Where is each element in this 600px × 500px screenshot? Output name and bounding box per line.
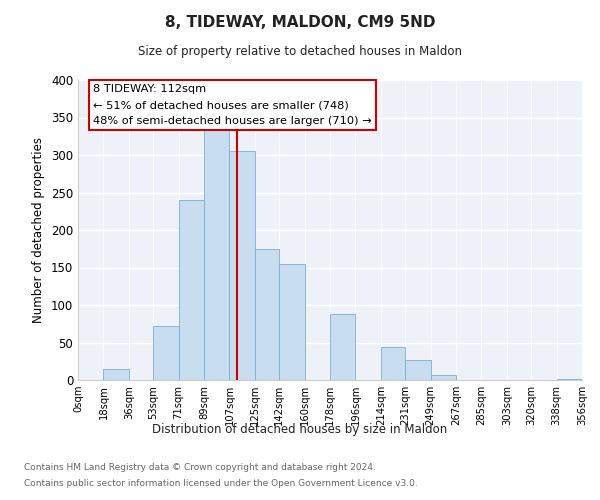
Y-axis label: Number of detached properties: Number of detached properties xyxy=(32,137,46,323)
Text: 8 TIDEWAY: 112sqm
← 51% of detached houses are smaller (748)
48% of semi-detache: 8 TIDEWAY: 112sqm ← 51% of detached hous… xyxy=(93,84,372,126)
Bar xyxy=(557,378,582,380)
Bar xyxy=(153,326,179,380)
Bar xyxy=(381,347,405,380)
Text: Contains HM Land Registry data © Crown copyright and database right 2024.: Contains HM Land Registry data © Crown c… xyxy=(24,464,376,472)
Bar xyxy=(279,264,305,380)
Bar xyxy=(179,200,204,380)
Bar xyxy=(255,248,279,380)
Bar xyxy=(204,128,229,380)
Text: Size of property relative to detached houses in Maldon: Size of property relative to detached ho… xyxy=(138,45,462,58)
Bar xyxy=(229,151,255,380)
Text: 8, TIDEWAY, MALDON, CM9 5ND: 8, TIDEWAY, MALDON, CM9 5ND xyxy=(165,15,435,30)
Text: Contains public sector information licensed under the Open Government Licence v3: Contains public sector information licen… xyxy=(24,478,418,488)
Bar xyxy=(330,314,355,380)
Bar xyxy=(103,369,129,380)
Bar xyxy=(405,360,431,380)
Text: Distribution of detached houses by size in Maldon: Distribution of detached houses by size … xyxy=(152,422,448,436)
Bar xyxy=(431,375,456,380)
